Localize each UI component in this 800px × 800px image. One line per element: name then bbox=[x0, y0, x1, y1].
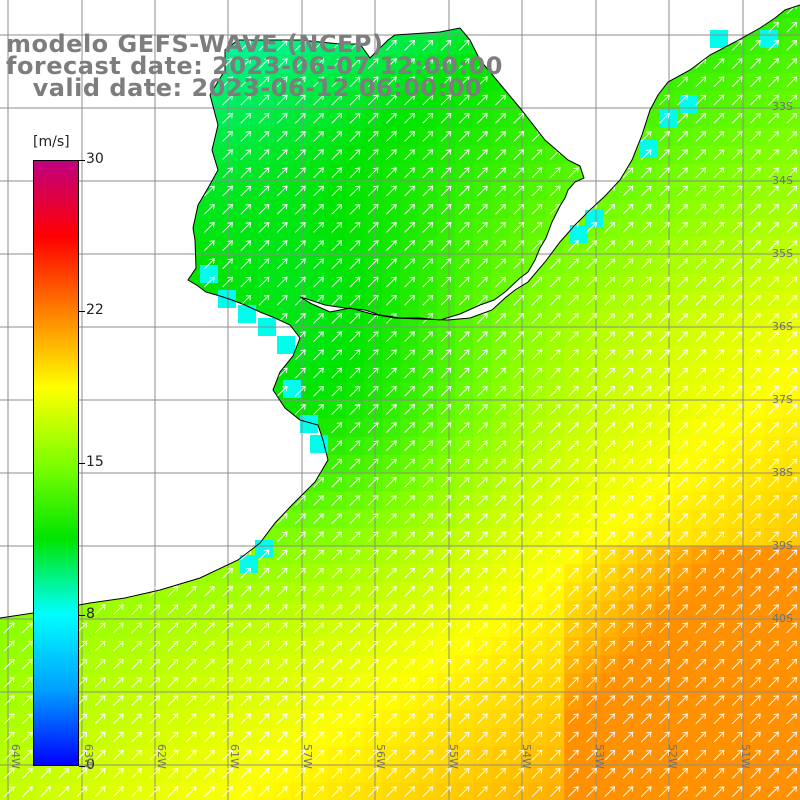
colorbar-tick-mark bbox=[79, 463, 85, 464]
latitude-label: 36S bbox=[772, 320, 793, 333]
longitude-label: 64W bbox=[9, 744, 22, 769]
colorbar-unit: [m/s] bbox=[33, 134, 70, 150]
longitude-label: 53W bbox=[593, 744, 606, 769]
colorbar-tick-mark bbox=[79, 160, 85, 161]
longitude-label: 61W bbox=[228, 744, 241, 769]
latitude-label: 40S bbox=[772, 612, 793, 625]
longitude-label: 52W bbox=[666, 744, 679, 769]
latitude-label: 35S bbox=[772, 247, 793, 260]
coastal-cell bbox=[238, 305, 256, 323]
longitude-label: 57W bbox=[301, 744, 314, 769]
coastal-cell bbox=[760, 30, 778, 48]
coastal-cell bbox=[277, 336, 295, 354]
coastal-cell bbox=[640, 140, 658, 158]
longitude-label: 51W bbox=[739, 744, 752, 769]
longitude-label: 55W bbox=[447, 744, 460, 769]
latitude-label: 33S bbox=[772, 100, 793, 113]
colorbar-tick-label: 30 bbox=[86, 151, 104, 167]
longitude-label: 62W bbox=[155, 744, 168, 769]
valid-date: valid date: 2023-06-12 06:00:00 bbox=[6, 74, 483, 102]
longitude-label: 63W bbox=[82, 744, 95, 769]
latitude-label: 34S bbox=[772, 174, 793, 187]
colorbar-tick-label: 22 bbox=[86, 302, 104, 318]
field-cell bbox=[782, 782, 800, 800]
latitude-label: 38S bbox=[772, 466, 793, 479]
colorbar-tick-label: 15 bbox=[86, 454, 104, 470]
colorbar bbox=[33, 160, 79, 766]
coastal-cell bbox=[283, 380, 301, 398]
coastal-cell bbox=[218, 290, 236, 308]
coastal-cell bbox=[200, 265, 218, 283]
colorbar-tick-label: 8 bbox=[86, 606, 95, 622]
colorbar-tick-mark bbox=[79, 311, 85, 312]
latitude-label: 39S bbox=[772, 539, 793, 552]
longitude-label: 56W bbox=[374, 744, 387, 769]
colorbar-tick-mark bbox=[79, 615, 85, 616]
longitude-label: 54W bbox=[520, 744, 533, 769]
coastal-cell bbox=[680, 95, 698, 113]
coastal-cell bbox=[710, 30, 728, 48]
latitude-label: 37S bbox=[772, 393, 793, 406]
